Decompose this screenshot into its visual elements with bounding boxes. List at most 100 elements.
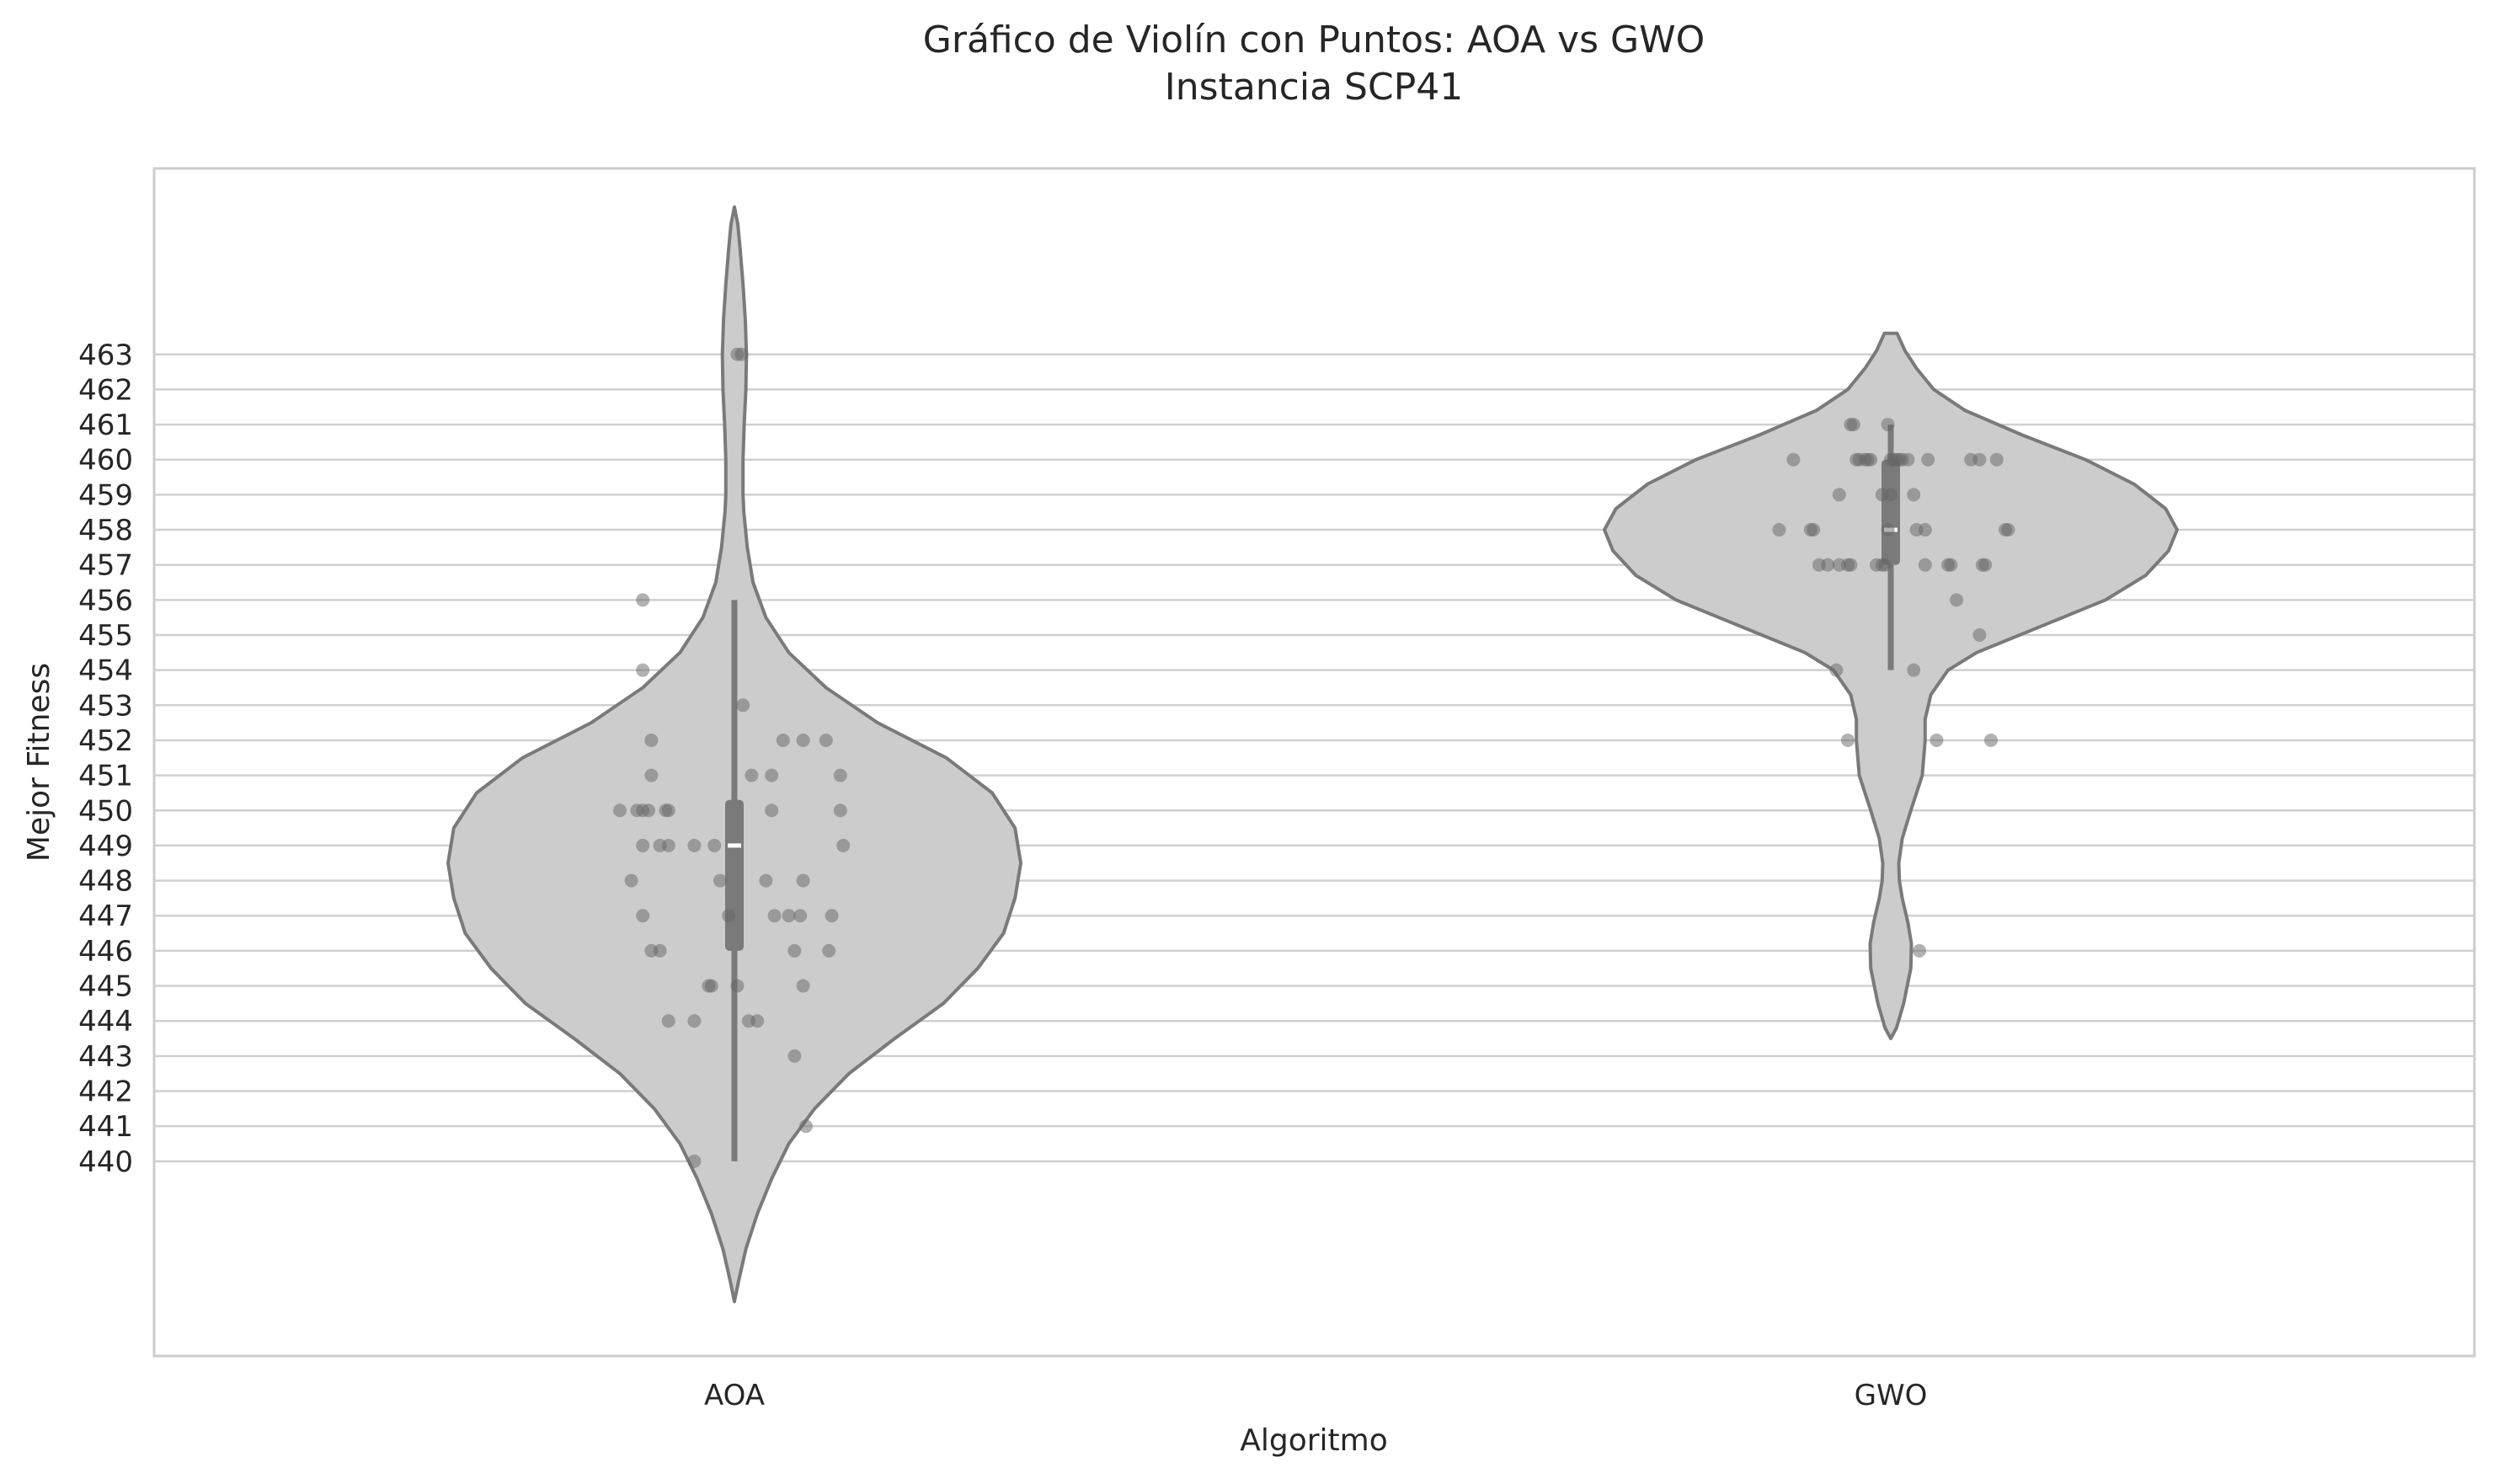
data-point <box>653 943 667 958</box>
y-tick-label: 443 <box>78 1040 133 1074</box>
box-aoa <box>725 799 744 951</box>
box-gwo <box>1882 459 1900 565</box>
data-point <box>644 768 659 782</box>
y-tick-label: 453 <box>78 689 133 723</box>
data-point <box>1930 733 1944 747</box>
data-point <box>661 1014 675 1028</box>
data-point <box>1864 452 1878 467</box>
y-tick-label: 456 <box>78 584 133 617</box>
data-point <box>687 838 702 852</box>
y-axis-label: Mejor Fitness <box>22 663 56 862</box>
data-point <box>1921 452 1935 467</box>
x-tick-labels: AOA GWO <box>704 1379 1927 1412</box>
data-point <box>765 803 779 818</box>
data-point <box>636 909 650 923</box>
data-point <box>765 768 779 782</box>
violins <box>446 205 2179 1304</box>
data-point <box>661 838 675 852</box>
y-tick-label: 455 <box>78 619 133 653</box>
data-point <box>1832 488 1846 502</box>
data-point <box>796 733 810 747</box>
grid-lines <box>154 353 2474 1163</box>
y-tick-label: 445 <box>78 970 133 1004</box>
y-tick-label: 459 <box>78 478 133 512</box>
data-point <box>833 803 847 818</box>
data-point <box>1901 452 1915 467</box>
y-tick-label: 457 <box>78 549 133 583</box>
y-tick-label: 449 <box>78 830 133 863</box>
data-point <box>1907 663 1921 677</box>
chart-subtitle: Instancia SCP41 <box>1165 66 1463 109</box>
y-tick-label: 451 <box>78 760 133 793</box>
y-tick-label: 460 <box>78 444 133 478</box>
x-axis-label: Algoritmo <box>1240 1423 1388 1458</box>
data-point <box>1918 558 1932 572</box>
x-tick-label: AOA <box>704 1379 765 1412</box>
y-tick-label: 447 <box>78 899 133 933</box>
plot-frame <box>152 167 2476 1358</box>
chart-title: Gráfico de Violín con Puntos: AOA vs GWO <box>923 19 1705 61</box>
y-tick-label: 450 <box>78 794 133 828</box>
y-tick-label: 440 <box>78 1145 133 1179</box>
data-point <box>1841 733 1855 747</box>
data-point <box>1884 488 1898 502</box>
data-point <box>687 1154 702 1168</box>
data-point <box>1881 418 1895 432</box>
y-tick-label: 463 <box>78 339 133 372</box>
y-tick-label: 462 <box>78 373 133 407</box>
data-point <box>636 663 650 677</box>
y-tick-label: 454 <box>78 654 133 688</box>
data-point <box>833 768 847 782</box>
data-point <box>1944 558 1958 572</box>
violin-gwo <box>1603 331 2179 1040</box>
x-tick-label: GWO <box>1855 1379 1928 1412</box>
data-point <box>687 1014 702 1028</box>
y-tick-label: 442 <box>78 1076 133 1109</box>
y-tick-label: 461 <box>78 408 133 442</box>
data-point <box>1972 452 1987 467</box>
data-point <box>836 838 851 852</box>
data-point <box>1913 943 1926 958</box>
data-point <box>613 803 627 818</box>
data-point <box>819 733 833 747</box>
y-tick-label: 458 <box>78 514 133 547</box>
y-tick-label: 444 <box>78 1005 133 1038</box>
data-point <box>624 873 638 888</box>
data-point <box>707 838 722 852</box>
y-tick-label: 446 <box>78 935 133 969</box>
strip-points <box>613 347 2015 1168</box>
data-point <box>776 733 790 747</box>
y-tick-label: 448 <box>78 865 133 899</box>
data-point <box>636 593 650 607</box>
data-point <box>793 909 808 923</box>
data-point <box>1972 628 1987 643</box>
data-point <box>825 909 839 923</box>
data-point <box>1907 488 1921 502</box>
data-point <box>730 979 745 993</box>
data-point <box>1878 558 1892 572</box>
data-point <box>644 733 659 747</box>
data-point <box>1918 523 1932 537</box>
data-point <box>636 838 650 852</box>
data-point <box>722 909 736 923</box>
data-point <box>759 873 773 888</box>
data-point <box>1989 452 2004 467</box>
y-tick-labels: 4404414424434444454464474484494504514524… <box>78 339 133 1179</box>
data-point <box>787 1049 802 1063</box>
data-point <box>1829 663 1844 677</box>
data-point <box>796 873 810 888</box>
data-point <box>1984 733 1998 747</box>
data-point <box>1844 558 1858 572</box>
data-point <box>661 803 675 818</box>
data-point <box>736 698 750 713</box>
data-point <box>1821 558 1835 572</box>
data-point <box>787 943 802 958</box>
data-point <box>642 803 655 818</box>
data-point <box>1786 452 1801 467</box>
y-tick-label: 441 <box>78 1110 133 1144</box>
data-point <box>1950 593 1964 607</box>
data-point <box>2001 523 2015 537</box>
data-point <box>1807 523 1821 537</box>
data-point <box>734 347 749 361</box>
